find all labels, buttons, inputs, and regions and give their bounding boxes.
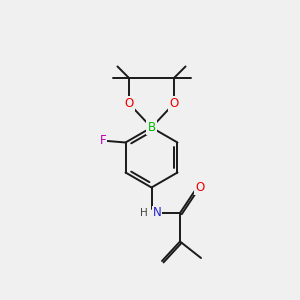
Text: B: B [147,121,156,134]
Text: O: O [195,181,204,194]
Text: O: O [169,97,178,110]
Text: N: N [152,206,161,220]
Text: F: F [99,134,106,148]
Text: O: O [124,97,134,110]
Text: H: H [140,208,147,218]
